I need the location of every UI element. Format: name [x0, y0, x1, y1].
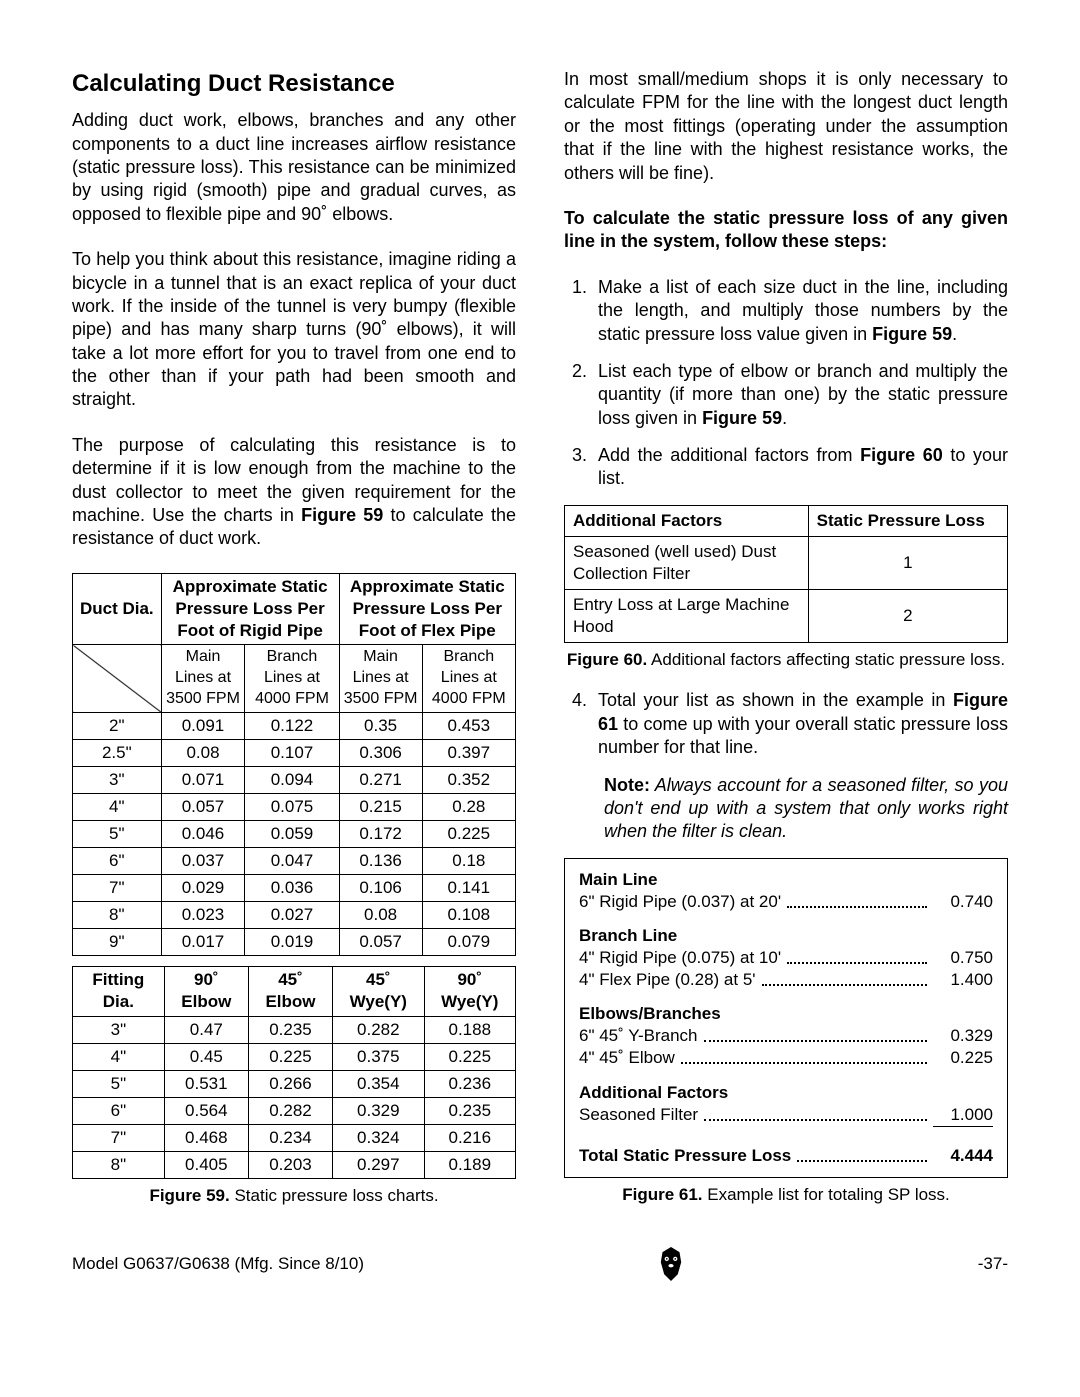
paragraph-2: To help you think about this resistance,…: [72, 248, 516, 412]
steps-heading: To calculate the static pressure loss of…: [564, 207, 1008, 254]
left-column: Calculating Duct Resistance Adding duct …: [72, 68, 516, 1225]
right-column: In most small/medium shops it is only ne…: [564, 68, 1008, 1225]
figure-59-caption: Figure 59. Static pressure loss charts.: [72, 1185, 516, 1207]
section-heading: Calculating Duct Resistance: [72, 68, 516, 99]
step-4: Total your list as shown in the example …: [592, 689, 1008, 759]
footer-page: -37-: [978, 1253, 1008, 1275]
steps-list: Make a list of each size duct in the lin…: [564, 276, 1008, 491]
th-rigid: Approximate Static Pressure Loss Per Foo…: [161, 573, 339, 644]
fitting-table: Fitting Dia.90˚ Elbow45˚ Elbow45˚ Wye(Y)…: [72, 966, 516, 1179]
th-flex: Approximate Static Pressure Loss Per Foo…: [339, 573, 515, 644]
th-duct-dia: Duct Dia.: [73, 573, 162, 644]
paragraph-3: The purpose of calculating this resistan…: [72, 434, 516, 551]
steps-list-2: Total your list as shown in the example …: [564, 689, 1008, 759]
diagonal-cell: [73, 645, 162, 712]
step-3: Add the additional factors from Figure 6…: [592, 444, 1008, 491]
static-pressure-table: Duct Dia. Approximate Static Pressure Lo…: [72, 573, 516, 957]
paragraph-1: Adding duct work, elbows, branches and a…: [72, 109, 516, 226]
step-1: Make a list of each size duct in the lin…: [592, 276, 1008, 346]
footer-model: Model G0637/G0638 (Mfg. Since 8/10): [72, 1253, 364, 1275]
step-2: List each type of elbow or branch and mu…: [592, 360, 1008, 430]
figure-60-caption: Figure 60. Additional factors affecting …: [564, 649, 1008, 671]
right-para-1: In most small/medium shops it is only ne…: [564, 68, 1008, 185]
additional-factors-table: Additional Factors Static Pressure Loss …: [564, 505, 1008, 643]
example-box: Main Line 6" Rigid Pipe (0.037) at 20'0.…: [564, 858, 1008, 1178]
page-footer: Model G0637/G0638 (Mfg. Since 8/10) -37-: [72, 1245, 1008, 1283]
note-block: Note: Always account for a seasoned filt…: [604, 774, 1008, 844]
bear-icon: [654, 1245, 688, 1283]
figure-61-caption: Figure 61. Example list for totaling SP …: [564, 1184, 1008, 1206]
